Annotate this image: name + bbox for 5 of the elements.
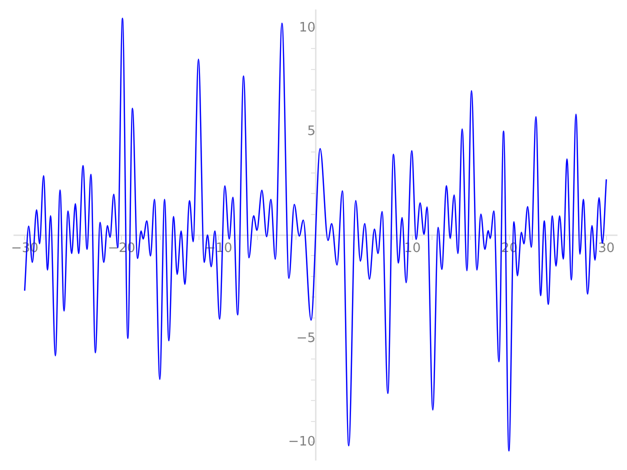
y-tick-label: −10 [288,434,316,450]
y-tick-label: 10 [298,20,316,36]
y-tick-label: 5 [307,124,316,139]
y-tick-label: −5 [296,330,316,346]
x-tick-label: 30 [598,241,615,256]
